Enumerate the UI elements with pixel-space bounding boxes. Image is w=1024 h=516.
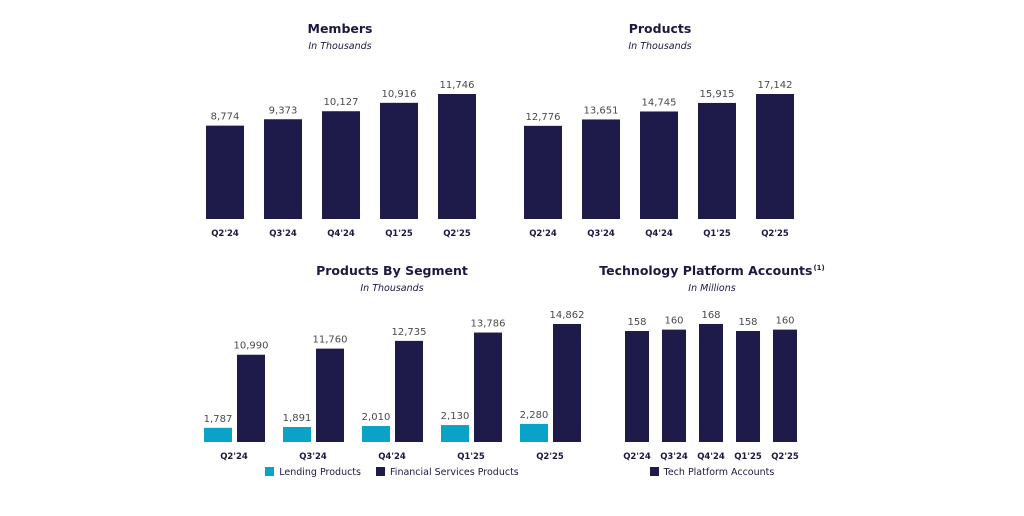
tick-label: Q4'24 bbox=[697, 452, 725, 462]
bar bbox=[520, 423, 548, 442]
legend-label: Tech Platform Accounts bbox=[663, 467, 775, 478]
chart-title: Technology Platform Accounts(1) bbox=[592, 263, 832, 278]
data-label: 168 bbox=[701, 310, 720, 321]
data-label: 13,786 bbox=[471, 319, 506, 330]
data-label: 12,776 bbox=[526, 112, 561, 123]
legend: Tech Platform Accounts bbox=[592, 467, 832, 478]
data-label: 158 bbox=[627, 317, 646, 328]
chart-subtitle: In Millions bbox=[688, 283, 736, 294]
bar bbox=[524, 125, 562, 219]
bar bbox=[662, 329, 686, 442]
bar bbox=[625, 331, 649, 442]
bar bbox=[204, 427, 232, 442]
tick-label: Q2'24 bbox=[220, 452, 248, 462]
data-label: 11,760 bbox=[313, 335, 348, 346]
tick-label: Q1'25 bbox=[703, 229, 731, 239]
data-label: 11,746 bbox=[440, 80, 475, 91]
data-label: 10,127 bbox=[324, 97, 359, 108]
legend-item-lending: Lending Products bbox=[265, 467, 361, 478]
chart-title-text: Technology Platform Accounts bbox=[599, 263, 813, 278]
bar bbox=[640, 111, 678, 219]
data-label: 1,787 bbox=[204, 414, 233, 425]
tick-label: Q2'25 bbox=[536, 452, 564, 462]
tech-accounts-plot: 158 Q2'24 160 Q3'24 168 Q4'24 158 Q1'25 160 Q2'25 bbox=[623, 310, 799, 462]
tick-label: Q3'24 bbox=[299, 452, 327, 462]
products-plot: 12,776 Q2'24 13,651 Q3'24 14,745 Q4'24 15,915 Q… bbox=[524, 80, 794, 239]
legend-swatch bbox=[265, 467, 275, 476]
tick-label: Q3'24 bbox=[587, 229, 615, 239]
data-label: 2,280 bbox=[520, 410, 549, 421]
bar bbox=[362, 426, 390, 442]
tick-label: Q2'24 bbox=[623, 452, 651, 462]
bar bbox=[395, 340, 423, 442]
legend-swatch bbox=[376, 467, 386, 476]
members-chart: Members In Thousands 8,774 Q2'24 9,373 Q3'2… bbox=[180, 0, 500, 250]
data-label: 17,142 bbox=[758, 80, 793, 91]
data-label: 160 bbox=[664, 316, 683, 327]
data-label: 14,745 bbox=[642, 97, 677, 108]
tick-label: Q2'24 bbox=[211, 229, 239, 239]
tick-label: Q4'24 bbox=[378, 452, 406, 462]
chart-title: Products bbox=[628, 21, 692, 36]
segment-plot: 1,787 10,990 Q2'24 1,891 11,760 Q3'24 2,010 12,… bbox=[204, 310, 585, 462]
bar bbox=[756, 94, 794, 219]
tick-label: Q3'24 bbox=[269, 229, 297, 239]
tick-label: Q1'25 bbox=[385, 229, 413, 239]
bar bbox=[322, 111, 360, 219]
bar bbox=[237, 354, 265, 442]
bar bbox=[441, 425, 469, 442]
data-label: 13,651 bbox=[584, 105, 619, 116]
data-label: 1,891 bbox=[283, 413, 312, 424]
legend-swatch bbox=[649, 467, 659, 476]
data-label: 160 bbox=[775, 316, 794, 327]
chart-subtitle: In Thousands bbox=[308, 41, 372, 52]
bar bbox=[283, 426, 311, 442]
bar bbox=[553, 324, 581, 442]
data-label: 158 bbox=[738, 317, 757, 328]
data-label: 9,373 bbox=[269, 105, 298, 116]
bar bbox=[380, 102, 418, 219]
bar bbox=[736, 331, 760, 442]
chart-subtitle: In Thousands bbox=[628, 41, 692, 52]
data-label: 12,735 bbox=[392, 327, 427, 338]
tick-label: Q2'25 bbox=[771, 452, 799, 462]
tick-label: Q3'24 bbox=[660, 452, 688, 462]
bar bbox=[264, 119, 302, 219]
bar bbox=[773, 329, 797, 442]
products-chart: Products In Thousands 12,776 Q2'24 13,651 Q… bbox=[500, 0, 820, 250]
tick-label: Q4'24 bbox=[645, 229, 673, 239]
tick-label: Q2'25 bbox=[443, 229, 471, 239]
data-label: 10,916 bbox=[382, 89, 417, 100]
chart-title: Products By Segment bbox=[316, 263, 468, 278]
chart-subtitle: In Thousands bbox=[360, 283, 424, 294]
tick-label: Q2'25 bbox=[761, 229, 789, 239]
bar bbox=[316, 348, 344, 442]
legend: Lending Products Financial Services Prod… bbox=[192, 467, 592, 478]
tech-platform-accounts-chart: Technology Platform Accounts(1) In Milli… bbox=[592, 250, 832, 512]
legend-label: Financial Services Products bbox=[390, 467, 519, 478]
bar bbox=[474, 332, 502, 442]
tick-label: Q2'24 bbox=[529, 229, 557, 239]
bar bbox=[699, 324, 723, 442]
legend-label: Lending Products bbox=[279, 467, 361, 478]
legend-item-tech-platform: Tech Platform Accounts bbox=[649, 467, 775, 478]
bar bbox=[698, 102, 736, 219]
data-label: 8,774 bbox=[211, 112, 240, 123]
data-label: 10,990 bbox=[234, 341, 269, 352]
bar bbox=[438, 94, 476, 219]
tick-label: Q4'24 bbox=[327, 229, 355, 239]
data-label: 2,010 bbox=[362, 412, 391, 423]
tick-label: Q1'25 bbox=[457, 452, 485, 462]
legend-item-financial-services: Financial Services Products bbox=[376, 467, 519, 478]
bar bbox=[206, 125, 244, 219]
data-label: 2,130 bbox=[441, 411, 470, 422]
tick-label: Q1'25 bbox=[734, 452, 762, 462]
footnote-marker: (1) bbox=[813, 263, 825, 272]
chart-title: Members bbox=[307, 21, 373, 36]
members-plot: 8,774 Q2'24 9,373 Q3'24 10,127 Q4'24 10,916 Q1'… bbox=[206, 80, 476, 239]
data-label: 15,915 bbox=[700, 89, 735, 100]
data-label: 14,862 bbox=[550, 310, 585, 321]
bar bbox=[582, 119, 620, 219]
products-by-segment-chart: Products By Segment In Thousands 1,787 10… bbox=[192, 250, 592, 512]
